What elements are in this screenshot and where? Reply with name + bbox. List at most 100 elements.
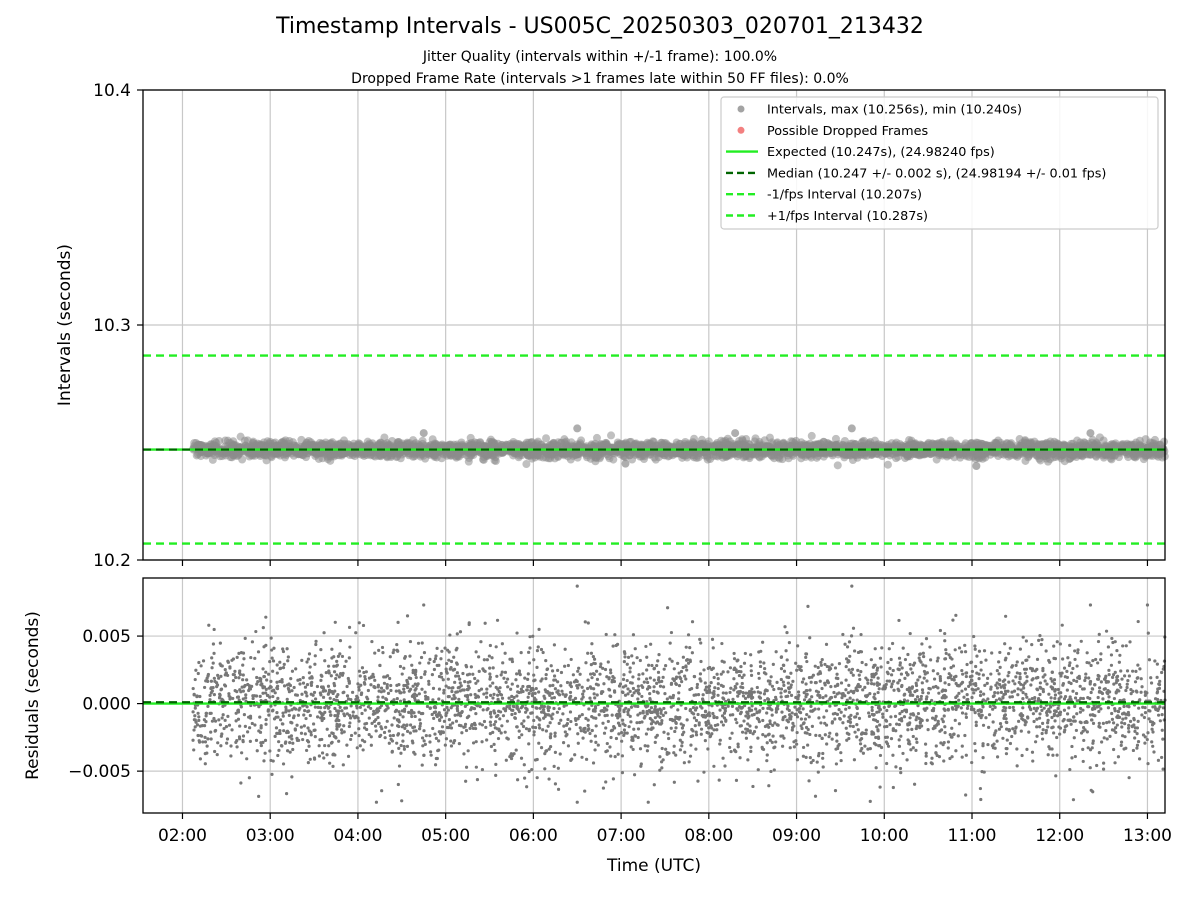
residual-point [709,680,713,685]
residual-point [1041,721,1045,725]
residual-point [268,695,272,699]
residual-point [1037,638,1041,642]
residual-point [434,654,438,658]
residual-point [351,690,355,694]
residual-point [216,673,220,677]
interval-point [623,441,632,450]
residual-point [872,695,876,699]
residual-point [234,675,238,680]
residual-point [395,741,399,745]
residual-point [846,691,850,695]
residual-point [325,753,329,757]
residual-point [755,711,759,715]
interval-point [437,454,446,463]
residual-point [1152,750,1156,754]
interval-point [280,439,289,448]
residual-point [520,722,524,726]
interval-point [250,449,259,458]
residual-point [198,694,202,699]
interval-points [189,424,1169,470]
interval-point [249,437,258,446]
residual-point [716,682,720,686]
interval-point [522,460,531,469]
residual-point [221,713,225,717]
residual-point [591,761,596,765]
residual-point [604,726,608,730]
residual-point [869,678,873,682]
intervals-panel: 10.210.310.4 [93,81,1169,571]
residual-point [891,668,895,673]
residual-point [677,684,682,688]
residual-point [926,728,930,732]
residual-point [613,633,617,637]
residual-point [431,726,435,731]
residual-point [1052,712,1057,716]
residual-point [923,742,928,746]
residual-point [837,707,841,712]
residual-point [348,721,352,725]
residual-point [1073,649,1077,653]
residual-point [381,695,385,699]
residual-point [1065,688,1069,692]
interval-point [740,439,749,448]
residual-point [1029,683,1033,687]
residual-point [225,737,230,741]
residual-point [373,678,377,682]
residual-point [517,710,521,714]
residual-point [786,681,790,685]
residual-point [206,737,210,741]
residual-point [897,618,901,623]
residual-point [648,676,652,680]
residual-point [629,745,633,749]
residual-point [429,753,433,757]
interval-point [608,446,617,455]
residual-point [217,718,221,722]
interval-point [972,462,981,470]
interval-point [522,438,531,447]
residual-point [1134,669,1138,673]
residual-point [656,659,660,663]
residual-point [1015,660,1019,664]
residual-point [663,692,667,696]
residual-point [255,749,259,753]
residual-point [1015,671,1019,675]
interval-point [719,437,728,446]
residual-point [325,727,329,731]
residual-point [779,677,783,682]
residual-point [503,651,507,655]
residual-point [369,683,373,687]
interval-point [387,444,396,453]
residual-point [837,742,841,747]
residual-point [935,659,939,663]
residual-point [834,747,838,751]
residual-point [786,694,790,698]
residual-point [950,706,954,710]
residual-point [263,738,268,742]
residual-point [769,769,773,774]
residual-point [835,672,839,676]
residual-point [979,690,983,694]
residual-point [623,655,627,659]
residual-point [756,768,760,772]
residual-point [938,628,942,633]
residual-point [629,720,633,724]
residual-point [810,695,814,699]
residual-point [761,706,765,710]
residual-point [454,719,459,723]
residual-point [1135,743,1140,747]
residual-point [837,662,842,666]
residual-point [526,695,530,699]
residual-point [374,800,379,804]
residual-point [924,761,928,766]
residual-point [1053,657,1058,661]
residual-point [1127,723,1131,727]
residual-point [790,711,794,715]
residual-point [576,669,580,673]
residual-point [698,637,702,641]
residual-point [656,691,660,695]
residual-point [646,680,650,685]
residual-point [602,731,607,735]
residual-point [855,705,859,710]
interval-point [874,450,883,459]
residual-point [340,654,345,659]
